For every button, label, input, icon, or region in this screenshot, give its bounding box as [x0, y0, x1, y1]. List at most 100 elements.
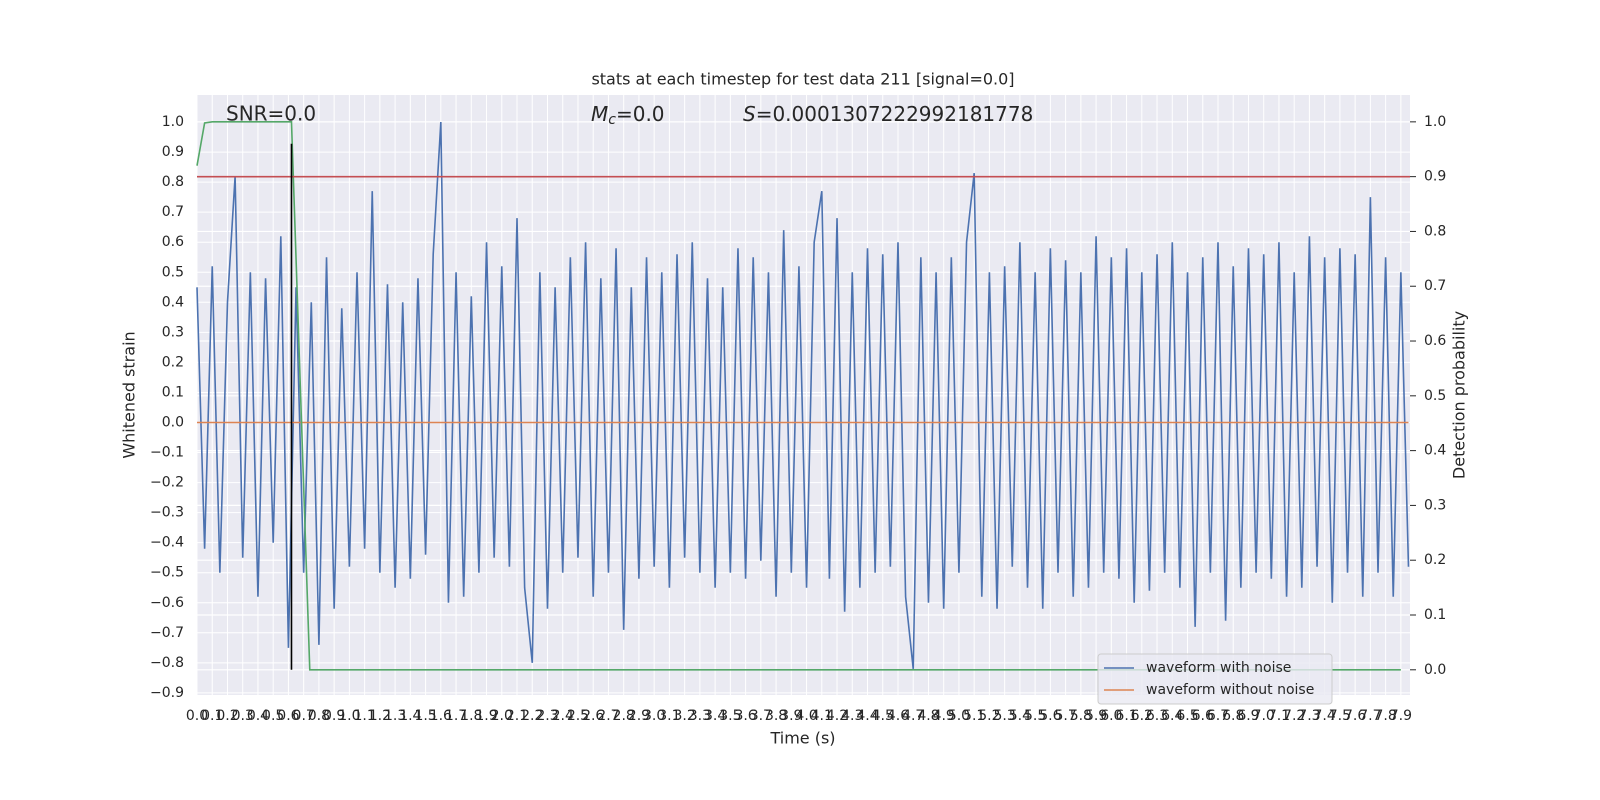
series-line: [196, 121, 1401, 671]
x-tick-label: 0.3: [232, 708, 254, 724]
chart-title: stats at each timestep for test data 211…: [591, 70, 1014, 89]
x-tick-label: 3.4: [704, 708, 726, 724]
x-tick-label: 3.1: [658, 708, 680, 724]
y-tick-label: 0.0: [162, 414, 184, 430]
x-tick-label: 1.0: [338, 708, 360, 724]
x-tick-label: 2.2: [521, 708, 543, 724]
annotation-symbol: M: [591, 102, 608, 126]
y-tick-label: 1.0: [162, 114, 184, 130]
annotation-subscript: c: [608, 112, 616, 128]
y2-tick-label: 0.8: [1424, 223, 1446, 239]
annotation-symbol: S: [743, 102, 756, 126]
series-line: [196, 121, 1410, 669]
x-tick-label: 2.8: [613, 708, 635, 724]
x-tick-label: 1.5: [414, 708, 436, 724]
y-tick-label: 0.5: [162, 264, 184, 280]
x-tick-label: 6.1: [1115, 708, 1137, 724]
legend-label: waveform without noise: [1146, 682, 1314, 698]
y2-tick-label: 0.2: [1424, 552, 1446, 568]
x-tick-label: 5.6: [1039, 708, 1061, 724]
y-tick-label: 0.4: [162, 294, 184, 310]
x-tick-label: 0.8: [308, 708, 330, 724]
x-tick-label: 4.7: [902, 708, 924, 724]
x-tick-label: 2.1: [506, 708, 528, 724]
x-tick-label: 7.8: [1374, 708, 1396, 724]
x-tick-label: 6.5: [1176, 708, 1198, 724]
legend-label: waveform with noise: [1146, 660, 1291, 676]
x-tick-label: 6.8: [1222, 708, 1244, 724]
x-tick-label: 4.9: [933, 708, 955, 724]
x-tick-label: 4.4: [856, 708, 878, 724]
x-tick-label: 3.5: [719, 708, 741, 724]
x-tick-label: 7.4: [1314, 708, 1336, 724]
x-tick-label: 6.4: [1161, 708, 1183, 724]
x-tick-label: 0.9: [323, 708, 345, 724]
marks: [196, 121, 1410, 671]
y2-tick-label: 0.1: [1424, 607, 1446, 623]
x-tick-label: 0.0: [186, 708, 208, 724]
x-tick-label: 5.0: [948, 708, 970, 724]
x-tick-label: 4.2: [826, 708, 848, 724]
x-tick-label: 3.8: [765, 708, 787, 724]
plot-area: [197, 95, 1410, 695]
y2-tick-label: 0.0: [1424, 662, 1446, 678]
x-tick-label: 7.3: [1298, 708, 1320, 724]
x-tick-label: 2.0: [491, 708, 513, 724]
x-tick-label: 4.6: [887, 708, 909, 724]
x-tick-label: 3.2: [674, 708, 696, 724]
x-tick-label: 6.3: [1146, 708, 1168, 724]
x-tick-label: 6.7: [1207, 708, 1229, 724]
x-tick-label: 5.9: [1085, 708, 1107, 724]
x-tick-label: 7.7: [1359, 708, 1381, 724]
y-tick-label: −0.7: [150, 625, 184, 641]
y-tick-label: −0.2: [150, 475, 184, 491]
x-tick-label: 6.9: [1237, 708, 1259, 724]
y-tick-label: −0.1: [150, 445, 184, 461]
y-tick-label: 0.3: [162, 324, 184, 340]
x-tick-label: 7.6: [1344, 708, 1366, 724]
x-tick-label: 0.1: [201, 708, 223, 724]
x-tick-label: 1.7: [445, 708, 467, 724]
x-tick-label: 7.5: [1329, 708, 1351, 724]
y-tick-label: 0.2: [162, 354, 184, 370]
x-tick-label: 2.9: [628, 708, 650, 724]
x-tick-label: 0.4: [247, 708, 269, 724]
y2-axis-label: Detection probability: [1450, 311, 1469, 479]
x-tick-label: 1.6: [430, 708, 452, 724]
x-tick-label: 6.0: [1100, 708, 1122, 724]
x-tick-label: 1.8: [460, 708, 482, 724]
x-tick-label: 2.4: [552, 708, 574, 724]
x-tick-label: 2.5: [567, 708, 589, 724]
y2-tick-label: 0.7: [1424, 278, 1446, 294]
annotation: Mc=0.0: [591, 102, 665, 129]
y-tick-label: −0.5: [150, 565, 184, 581]
x-tick-label: 1.2: [369, 708, 391, 724]
x-tick-label: 4.8: [917, 708, 939, 724]
y-tick-label: −0.4: [150, 535, 184, 551]
x-tick-label: 3.6: [734, 708, 756, 724]
x-tick-label: 1.4: [399, 708, 421, 724]
x-tick-label: 3.0: [643, 708, 665, 724]
y2-tick-label: 0.5: [1424, 388, 1446, 404]
x-tick-label: 5.7: [1054, 708, 1076, 724]
x-tick-label: 7.1: [1268, 708, 1290, 724]
y-tick-label: −0.6: [150, 595, 184, 611]
y2-tick-label: 1.0: [1424, 114, 1446, 130]
x-tick-label: 7.9: [1390, 708, 1412, 724]
x-tick-label: 4.5: [872, 708, 894, 724]
x-tick-label: 6.6: [1192, 708, 1214, 724]
x-tick-label: 3.7: [750, 708, 772, 724]
x-tick-label: 0.2: [216, 708, 238, 724]
x-tick-label: 5.5: [1024, 708, 1046, 724]
x-tick-label: 0.6: [277, 708, 299, 724]
y-tick-label: −0.3: [150, 505, 184, 521]
x-tick-label: 1.3: [384, 708, 406, 724]
x-tick-label: 0.7: [293, 708, 315, 724]
legend: waveform with noise waveform without nois…: [1097, 653, 1333, 705]
legend-box: [1097, 653, 1333, 705]
x-tick-label: 2.7: [597, 708, 619, 724]
y-tick-label: 0.6: [162, 234, 184, 250]
x-tick-label: 4.1: [811, 708, 833, 724]
x-tick-label: 7.0: [1253, 708, 1275, 724]
